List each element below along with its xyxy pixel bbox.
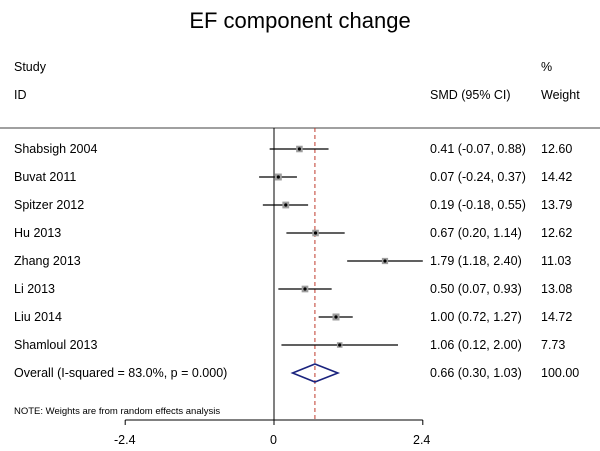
study-weight: 12.62 (541, 226, 573, 240)
chart-title: EF component change (189, 8, 411, 33)
point-estimate (303, 287, 307, 291)
point-estimate (313, 231, 318, 235)
study-label: Zhang 2013 (14, 254, 81, 268)
study-weight: 11.03 (541, 254, 572, 268)
study-ci-text: 1.79 (1.18, 2.40) (430, 254, 522, 268)
x-tick-label: 2.4 (413, 433, 431, 447)
study-ci-text: 1.06 (0.12, 2.00) (430, 338, 522, 352)
study-label: Buvat 2011 (14, 170, 77, 184)
header-id: ID (14, 88, 27, 102)
header-weight: Weight (541, 88, 580, 102)
study-weight: 12.60 (541, 142, 573, 156)
x-tick-label: -2.4 (114, 433, 136, 447)
study-label: Spitzer 2012 (14, 198, 85, 212)
study-ci-text: 0.41 (-0.07, 0.88) (430, 142, 526, 156)
study-ci-text: 0.19 (-0.18, 0.55) (430, 198, 526, 212)
point-estimate (334, 315, 338, 319)
overall-diamond (290, 363, 341, 383)
header-study: Study (14, 60, 46, 74)
study-label: Shabsigh 2004 (14, 142, 98, 156)
study-weight: 13.79 (541, 198, 573, 212)
study-weight: 14.72 (541, 310, 573, 324)
study-ci-text: 1.00 (0.72, 1.27) (430, 310, 522, 324)
point-estimate (276, 175, 280, 179)
study-weight: 13.08 (541, 282, 573, 296)
point-estimate (338, 343, 342, 347)
footnote: NOTE: Weights are from random effects an… (14, 406, 221, 417)
study-weight: 7.73 (541, 338, 566, 352)
study-label: Hu 2013 (14, 226, 62, 240)
study-label: Liu 2014 (14, 310, 62, 324)
study-label: Shamloul 2013 (14, 338, 98, 352)
point-estimate (297, 147, 302, 151)
x-tick-label: 0 (270, 433, 277, 447)
header-percent: % (541, 60, 553, 74)
overall-label: Overall (I-squared = 83.0%, p = 0.000) (14, 366, 228, 380)
overall-ci-text: 0.66 (0.30, 1.03) (430, 366, 522, 380)
study-ci-text: 0.50 (0.07, 0.93) (430, 282, 522, 296)
header-effect: SMD (95% CI) (430, 88, 511, 102)
point-estimate (284, 203, 288, 207)
study-ci-text: 0.07 (-0.24, 0.37) (430, 170, 526, 184)
overall-weight: 100.00 (541, 366, 580, 380)
point-estimate (383, 259, 387, 263)
study-label: Li 2013 (14, 282, 56, 296)
study-ci-text: 0.67 (0.20, 1.14) (430, 226, 522, 240)
study-weight: 14.42 (541, 170, 573, 184)
